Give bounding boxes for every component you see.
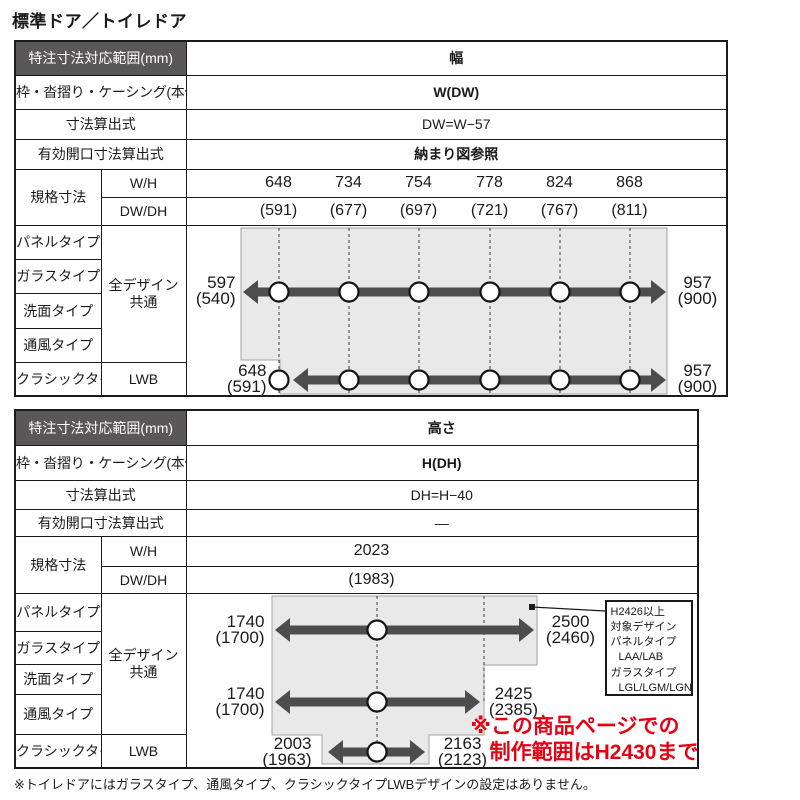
height-opening-label: 有効開口寸法算出式 [14, 508, 187, 537]
size-gridlines [376, 595, 484, 764]
height-wh-value: 2023 [353, 542, 390, 559]
width-type-glass: ガラスタイプ [14, 258, 102, 294]
width-dwdh-value: (811) [611, 202, 648, 219]
height-dwdh-value: (1983) [348, 570, 395, 588]
width-type-panel: パネルタイプ [14, 224, 102, 260]
width-dwdh-value: (677) [329, 202, 368, 219]
width-opening-label: 有効開口寸法算出式 [14, 138, 187, 170]
height-spec-table: 特注寸法対応範囲(mm) 高さ 枠・沓摺り・ケーシング(本体) H(DH) 寸法… [14, 409, 699, 769]
width-dwdh-label: DW/DH [100, 196, 187, 226]
toilet-door-footnote: ※トイレドアにはガラスタイプ、通風タイプ、クラシックタイプLWBデザインの設定は… [14, 777, 596, 792]
height-type-glass: ガラスタイプ [14, 630, 102, 665]
row1-min-label: 1740 (1700) [215, 611, 265, 647]
width-diagram-shaded-range [240, 227, 667, 394]
width-wh-value: 734 [335, 174, 362, 191]
common-min-label: 597 (540) [195, 272, 236, 308]
height-calc-value: DH=H−40 [185, 479, 699, 510]
height-wh-values-row: 2023 [185, 535, 699, 567]
width-classic-code: LWB [100, 361, 187, 397]
width-calc-value: DW=W−57 [185, 108, 728, 140]
classic-range-arrow [267, 367, 666, 392]
width-opening-value: 納まり図参照 [185, 138, 728, 170]
common-max-label: 957 (900) [677, 272, 718, 308]
common-range-arrow [274, 689, 480, 714]
width-wh-value: 754 [405, 174, 432, 191]
width-std-label: 規格寸法 [14, 168, 102, 226]
height-type-panel: パネルタイプ [14, 592, 102, 632]
row2-max-label: 2425 (2385) [488, 683, 539, 719]
row1-max-label: 2500 (2460) [545, 611, 596, 647]
width-spec-table: 特注寸法対応範囲(mm) 幅 枠・沓摺り・ケーシング(本体) W(DW) 寸法算… [14, 40, 728, 397]
width-type-vent: 通風タイプ [14, 327, 102, 363]
height-diagram-shaded-range [271, 595, 537, 764]
height-type-vent: 通風タイプ [14, 693, 102, 735]
row2-min-label: 1740 (1700) [215, 683, 265, 719]
common-design-line1: 全デザイン [108, 276, 179, 293]
h2426-design-callout: H2426以上 対象デザイン パネルタイプ LAA/LAB ガラスタイプ LGL… [604, 599, 693, 696]
common-range-arrow [242, 279, 666, 304]
width-wh-value: 868 [616, 174, 643, 191]
width-frame-label: 枠・沓摺り・ケーシング(本体) [14, 74, 187, 110]
width-frame-value: W(DW) [185, 74, 728, 110]
width-type-washroom: 洗面タイプ [14, 292, 102, 329]
height-wh-label: W/H [100, 535, 187, 567]
production-range-note: ※この商品ページでの 制作範囲はH2430まで [470, 714, 698, 764]
common-design-line2: 共通 [129, 663, 158, 680]
common-design-line2: 共通 [129, 293, 158, 310]
width-dwdh-value: (697) [399, 202, 438, 219]
height-type-washroom: 洗面タイプ [14, 663, 102, 695]
height-classic-code: LWB [100, 733, 187, 769]
classic-min-label: 2003 (1963) [262, 733, 312, 768]
width-wh-values-row: 648 734 754 778 824 868 [185, 168, 728, 198]
width-dwdh-value: (721) [470, 202, 509, 219]
h2426-range-arrow [274, 617, 534, 642]
height-dim-header: 高さ [185, 409, 699, 446]
height-std-label: 規格寸法 [14, 535, 102, 594]
classic-max-label: 957 (900) [677, 360, 718, 396]
width-wh-value: 778 [476, 174, 503, 191]
height-opening-value: — [185, 508, 699, 537]
height-common-design-cell: 全デザイン 共通 [100, 592, 187, 735]
width-dwdh-value: (767) [540, 202, 579, 219]
width-wh-value: 648 [265, 174, 292, 191]
height-diagram-graphic [271, 595, 605, 764]
callout-connector [528, 603, 605, 612]
width-calc-label: 寸法算出式 [14, 108, 187, 140]
common-design-line1: 全デザイン [108, 646, 179, 663]
width-wh-value: 824 [546, 174, 573, 191]
size-gridlines [278, 227, 630, 395]
width-dim-header: 幅 [185, 40, 728, 76]
width-diagram-graphic [240, 227, 667, 395]
height-dwdh-values-row: (1983) [185, 565, 699, 594]
height-type-classic: クラシックタイプ [14, 733, 102, 769]
width-dwdh-values-row: (591) (677) (697) (721) (767) (811) [185, 196, 728, 226]
page-title: 標準ドア／トイレドア [12, 12, 187, 31]
height-range-diagram: 1740 (1700) 2500 (2460) 1740 (1700) 2425… [185, 592, 699, 769]
width-dwdh-value: (591) [259, 202, 298, 219]
classic-range-arrow [327, 739, 425, 764]
height-frame-label: 枠・沓摺り・ケーシング(本体) [14, 444, 187, 481]
height-calc-label: 寸法算出式 [14, 479, 187, 510]
height-range-label: 特注寸法対応範囲(mm) [14, 409, 187, 446]
width-common-design-cell: 全デザイン 共通 [100, 224, 187, 363]
width-range-label: 特注寸法対応範囲(mm) [14, 40, 187, 76]
width-range-diagram: 597 (540) 957 (900) 648 (591) 957 (900) [185, 224, 728, 397]
height-dwdh-label: DW/DH [100, 565, 187, 594]
width-wh-label: W/H [100, 168, 187, 198]
classic-min-label: 648 (591) [226, 360, 267, 396]
width-type-classic: クラシックタイプ [14, 361, 102, 397]
height-frame-value: H(DH) [185, 444, 699, 481]
classic-max-label: 2163 (2123) [437, 733, 488, 768]
